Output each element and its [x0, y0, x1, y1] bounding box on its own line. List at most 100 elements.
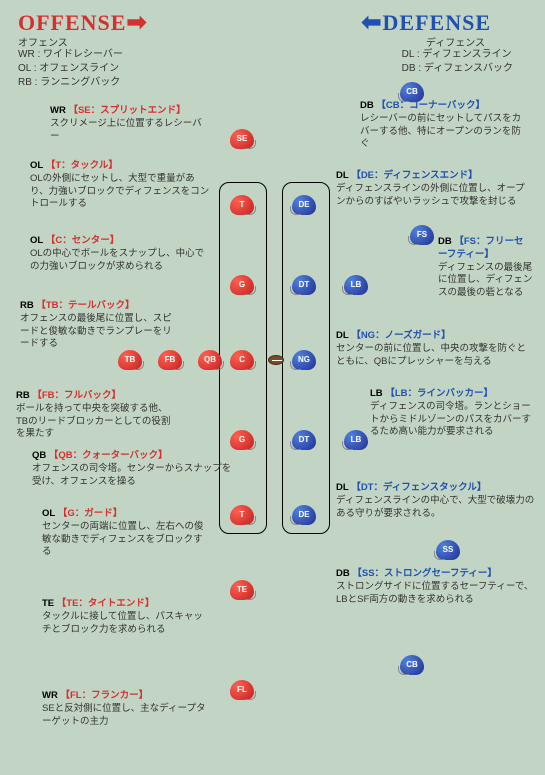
position-desc-fs: DB 【FS：フリーセーフティー】ディフェンスの最後尾に位置し、ディフェンスの最…	[438, 236, 533, 300]
helmet-t: T	[230, 505, 258, 529]
helmet-lb: LB	[344, 275, 372, 299]
position-prefix: WR	[50, 105, 66, 116]
helmet-label: T	[233, 510, 251, 519]
helmet-fl: FL	[230, 680, 258, 704]
position-tag: 【TE：タイトエンド】	[57, 598, 155, 609]
helmet-de: DE	[292, 505, 320, 529]
position-tag: 【SS：ストロングセーフティー】	[352, 568, 497, 579]
legend-line: RB : ランニングバック	[18, 76, 123, 90]
position-desc-cb: DB 【CB：コーナーバック】レシーバーの前にセットしてパスをカバーする他、特に…	[360, 100, 530, 151]
position-prefix: OL	[30, 160, 43, 171]
position-tag: 【DT：ディフェンスタックル】	[351, 482, 486, 493]
helmet-de: DE	[292, 195, 320, 219]
position-text: ディフェンスの司令塔。ランとショートからミドルゾーンのパスをカバーするため高い能…	[370, 401, 531, 438]
position-tag: 【CB：コーナーバック】	[376, 100, 485, 111]
position-tag: 【DE：ディフェンスエンド】	[351, 170, 477, 181]
position-text: SEと反対側に位置し、主なディープターゲットの主力	[42, 703, 205, 727]
position-text: オフェンスの司令塔。センターからスナップを受け、オフェンスを操る	[32, 463, 231, 487]
helmet-cb: CB	[400, 655, 428, 679]
helmet-fs: FS	[410, 225, 438, 249]
position-desc-tb: RB 【TB：テールバック】オフェンスの最後尾に位置し、スピードと俊敏な動きでラ…	[20, 300, 180, 351]
position-tag: 【C：センター】	[46, 235, 119, 246]
position-prefix: DB	[336, 568, 350, 579]
helmet-g: G	[230, 430, 258, 454]
helmet-dt: DT	[292, 430, 320, 454]
position-prefix: OL	[42, 508, 55, 519]
position-tag: 【SE：スプリットエンド】	[68, 105, 185, 116]
offense-title: OFFENSE	[18, 10, 126, 35]
legend-line: DL : ディフェンスライン	[402, 48, 513, 62]
helmet-label: SE	[233, 134, 251, 143]
position-desc-te: TE 【TE：タイトエンド】タックルに接して位置し、パスキャッチとブロック力を求…	[42, 598, 212, 636]
position-prefix: DB	[438, 236, 452, 247]
helmet-t: T	[230, 195, 258, 219]
offense-legend: WR : ワイドレシーバー OL : オフェンスライン RB : ランニングバッ…	[18, 48, 123, 90]
helmet-label: DT	[295, 435, 313, 444]
position-desc-c: OL 【C：センター】 OLの中心でボールをスナップし、中心での力強いブロックが求…	[30, 235, 210, 273]
helmet-ng: NG	[292, 350, 320, 374]
defense-subtitle: ディフェンス	[426, 34, 485, 49]
legend-line: OL : オフェンスライン	[18, 62, 123, 76]
helmet-label: G	[233, 435, 251, 444]
legend-line: DB : ディフェンスバック	[402, 62, 513, 76]
position-prefix: RB	[16, 390, 30, 401]
legend-line: WR : ワイドレシーバー	[18, 48, 123, 62]
position-desc-fb: RB 【FB：フルバック】ボールを持って中央を突破する他、TBのリードブロッカー…	[16, 390, 176, 441]
helmet-label: SS	[439, 545, 457, 554]
position-prefix: DL	[336, 330, 349, 341]
position-tag: 【QB：クォーターバック】	[49, 450, 168, 461]
position-desc-se: WR 【SE：スプリットエンド】スクリメージ上に位置するレシーバー	[50, 105, 210, 143]
position-text: ディフェンスの最後尾に位置し、ディフェンスの最後の砦となる	[438, 262, 532, 299]
position-tag: 【LB：ラインバッカー】	[385, 388, 493, 399]
position-text: レシーバーの前にセットしてパスをカバーする他、特にオープンのランを防ぐ	[360, 113, 521, 150]
position-desc-t: OL 【T：タックル】OLの外側にセットし、大型で重量があり、力強いブロックでデ…	[30, 160, 210, 211]
position-text: センターの前に位置し、中央の攻撃を防ぐとともに、QBにプレッシャーを与える	[336, 343, 526, 367]
helmet-label: DE	[295, 200, 313, 209]
position-text: OLの中心でボールをスナップし、中心での力強いブロックが求められる	[30, 248, 204, 272]
helmet-label: NG	[295, 355, 313, 364]
helmet-label: TE	[233, 585, 251, 594]
position-tag: 【TB：テールバック】	[36, 300, 134, 311]
offense-header: OFFENSE➡	[18, 8, 148, 37]
position-text: ボールを持って中央を突破する他、TBのリードブロッカーとしての役割を果たす	[16, 403, 170, 440]
position-desc-g: OL 【G：ガード】センターの両端に位置し、左右への俊敏な動きでディフェンスをブ…	[42, 508, 212, 559]
position-tag: 【FL：フランカー】	[60, 690, 148, 701]
position-text: ディフェンスラインの中心で、大型で破壊力のある守りが要求される。	[336, 495, 534, 519]
helmet-label: FB	[161, 355, 179, 364]
helmet-label: DE	[295, 510, 313, 519]
position-prefix: RB	[20, 300, 34, 311]
position-desc-lb: LB 【LB：ラインバッカー】ディフェンスの司令塔。ランとショートからミドルゾー…	[370, 388, 535, 439]
helmet-dt: DT	[292, 275, 320, 299]
position-desc-fl: WR 【FL：フランカー】 SEと反対側に位置し、主なディープターゲットの主力	[42, 690, 212, 728]
football-icon	[268, 355, 284, 365]
helmet-qb: QB	[198, 350, 226, 374]
helmet-label: CB	[403, 87, 421, 96]
position-text: ディフェンスラインの外側に位置し、オープンからのすばやいラッシュで攻撃を封じる	[336, 183, 525, 207]
helmet-se: SE	[230, 129, 258, 153]
position-prefix: OL	[30, 235, 43, 246]
position-text: タックルに接して位置し、パスキャッチとブロック力を求められる	[42, 611, 203, 635]
helmet-te: TE	[230, 580, 258, 604]
helmet-lb: LB	[344, 430, 372, 454]
defense-header: ⬅DEFENSE	[361, 8, 491, 37]
position-desc-ss: DB 【SS：ストロングセーフティー】ストロングサイドに位置するセーフティーで、…	[336, 568, 536, 606]
defense-legend: DL : ディフェンスライン DB : ディフェンスバック	[402, 48, 513, 76]
position-text: ストロングサイドに位置するセーフティーで、LBとSF両方の動きを求められる	[336, 581, 533, 605]
helmet-label: FS	[413, 230, 431, 239]
position-prefix: WR	[42, 690, 58, 701]
helmet-fb: FB	[158, 350, 186, 374]
helmet-ss: SS	[436, 540, 464, 564]
helmet-label: LB	[347, 435, 365, 444]
position-text: OLの外側にセットし、大型で重量があり、力強いブロックでディフェンスをコントロー…	[30, 173, 209, 210]
helmet-label: C	[233, 355, 251, 364]
position-text: スクリメージ上に位置するレシーバー	[50, 118, 202, 142]
position-prefix: DB	[360, 100, 374, 111]
helmet-label: G	[233, 280, 251, 289]
position-desc-qb: QB 【QB：クォーターバック】オフェンスの司令塔。センターからスナップを受け、…	[32, 450, 232, 488]
position-tag: 【NG：ノーズガード】	[351, 330, 450, 341]
helmet-tb: TB	[118, 350, 146, 374]
position-prefix: DL	[336, 170, 349, 181]
helmet-label: LB	[347, 280, 365, 289]
position-text: オフェンスの最後尾に位置し、スピードと俊敏な動きでランプレーをリードする	[20, 313, 172, 350]
position-desc-dt: DL 【DT：ディフェンスタックル】ディフェンスラインの中心で、大型で破壊力のあ…	[336, 482, 536, 520]
